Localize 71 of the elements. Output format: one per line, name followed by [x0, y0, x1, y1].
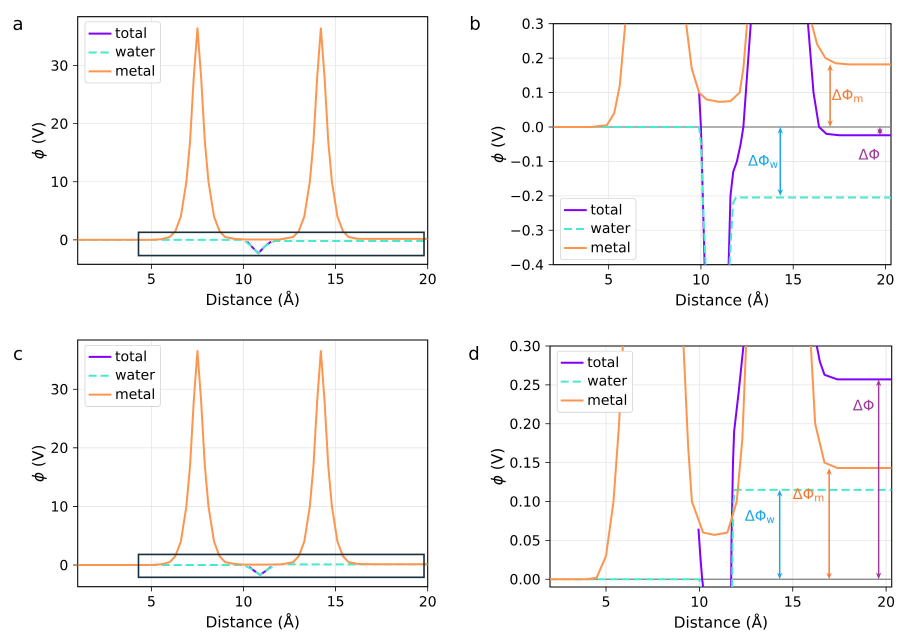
y-tick-label: −0.4 — [511, 259, 544, 270]
x-tick-label: 15 — [785, 596, 800, 607]
x-tick-label: 20 — [420, 274, 436, 284]
legend-label: total — [115, 350, 146, 362]
legend-label: water — [588, 376, 628, 386]
legend-label: metal — [116, 65, 154, 76]
y-tick-label: 10 — [52, 501, 68, 512]
chart-title: c — [14, 350, 22, 360]
y-tick-label: 20 — [52, 118, 68, 129]
annotation: ΔΦ — [852, 400, 874, 410]
y-tick-label: 0.30 — [510, 340, 540, 352]
x-tick-label: 5 — [148, 274, 155, 284]
legend-label: water — [591, 223, 630, 234]
x-axis-title: Distance (Å) — [207, 290, 299, 308]
annotation: ΔΦ$_{m}$ — [792, 488, 824, 502]
y-tick-label: −0.1 — [511, 156, 543, 167]
chart-title: d — [469, 346, 478, 360]
y-axis-title: ϕ (V) — [490, 449, 506, 485]
y-tick-label: 0.10 — [510, 496, 540, 507]
legend-label: total — [588, 356, 618, 368]
y-tick-label: 30 — [52, 384, 68, 395]
x-axis-title: Distance (Å) — [676, 291, 768, 308]
y-tick-label: 0 — [60, 234, 68, 246]
line-series — [78, 350, 428, 566]
y-axis-title: ϕ (V) — [32, 446, 47, 482]
annotation: ΔΦ — [858, 148, 880, 160]
y-tick-label: 20 — [52, 442, 68, 454]
chart-title: b — [470, 16, 480, 30]
y-tick-label: 0 — [60, 560, 68, 570]
legend-label: total — [590, 204, 622, 215]
annotation: ΔΦ$_{w}$ — [744, 510, 774, 523]
x-axis-title: Distance (Å) — [207, 613, 299, 630]
chart-title: a — [14, 20, 22, 30]
x-tick-label: 10 — [694, 274, 709, 285]
line-series — [78, 27, 428, 241]
x-tick-label: 5 — [148, 596, 155, 606]
x-tick-label: 15 — [786, 274, 801, 284]
y-tick-label: 0.2 — [522, 52, 543, 64]
y-tick-label: 0.15 — [510, 457, 540, 468]
x-axis-title: Distance (Å) — [675, 613, 767, 630]
x-tick-label: 5 — [602, 596, 610, 607]
x-tick-label: 5 — [605, 274, 612, 284]
legend-label: metal — [588, 394, 626, 406]
x-tick-label: 15 — [328, 596, 344, 606]
legend-label: water — [116, 46, 155, 57]
y-tick-label: 10 — [52, 176, 68, 188]
legend-label: metal — [116, 388, 154, 400]
legend-label: metal — [592, 242, 630, 252]
x-tick-label: 15 — [328, 274, 344, 284]
y-tick-label: 0.1 — [522, 87, 543, 98]
annotation: ΔΦ$_{m}$ — [832, 89, 862, 102]
y-tick-label: 0.05 — [510, 535, 540, 546]
x-tick-label: 10 — [236, 596, 252, 607]
annotation: ΔΦ$_{w}$ — [748, 154, 778, 168]
y-axis-title: ϕ (V) — [491, 126, 506, 162]
x-tick-label: 10 — [692, 596, 708, 607]
y-tick-label: 0.0 — [522, 122, 543, 132]
x-tick-label: 10 — [236, 274, 252, 284]
y-tick-label: −0.2 — [511, 190, 543, 202]
y-tick-label: 0.20 — [510, 418, 540, 430]
legend-label: water — [116, 370, 155, 380]
y-tick-label: 0.25 — [510, 380, 540, 390]
y-tick-label: 30 — [52, 60, 68, 71]
x-tick-label: 20 — [420, 596, 436, 607]
y-tick-label: 0.00 — [510, 574, 540, 585]
y-axis-title: ϕ (V) — [32, 123, 47, 159]
legend-label: total — [115, 27, 146, 38]
x-tick-label: 20 — [878, 596, 894, 607]
x-tick-label: 20 — [878, 274, 894, 285]
y-tick-label: −0.3 — [511, 224, 543, 236]
y-tick-label: 0.3 — [522, 18, 543, 29]
